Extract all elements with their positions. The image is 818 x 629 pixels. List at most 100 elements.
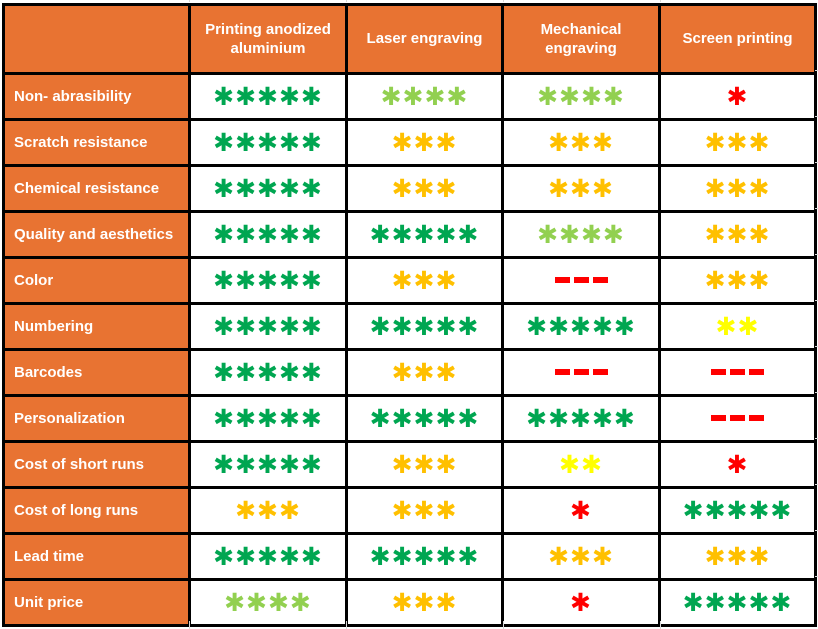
rating-cell: ✱✱✱✱✱: [345, 302, 504, 351]
star-rating-icon: ✱✱✱✱✱: [213, 173, 323, 203]
rating-cell: ✱✱✱: [345, 348, 504, 397]
star-rating-icon: ✱✱✱✱✱: [213, 311, 323, 341]
rating-cell: ✱✱✱: [345, 118, 504, 167]
rating-cell: ✱✱✱✱: [501, 210, 661, 259]
star-rating-icon: ✱✱✱✱✱: [213, 449, 323, 479]
star-rating-icon: ✱✱✱: [391, 449, 458, 479]
star-rating-icon: ✱✱✱: [391, 173, 458, 203]
gridline-stub: [503, 621, 504, 629]
star-rating-icon: ✱✱✱✱✱: [213, 403, 323, 433]
rating-cell: ✱✱✱✱✱: [501, 302, 661, 351]
star-rating-icon: ✱✱✱✱✱: [682, 495, 793, 525]
star-rating-icon: ✱✱✱✱✱: [213, 541, 323, 571]
star-rating-icon: ✱✱✱: [704, 265, 771, 295]
rating-cell: ✱✱✱: [345, 164, 504, 213]
table-row: Barcodes ✱✱✱✱✱ ✱✱✱: [2, 348, 817, 397]
gridline-stub: [815, 208, 818, 209]
star-rating-icon: ✱✱✱✱✱: [526, 403, 636, 433]
rating-cell: ✱✱✱✱✱: [188, 302, 348, 351]
table-header-row: Printing anodized aluminium Laser engravi…: [2, 3, 817, 75]
gridline-stub: [503, 0, 504, 2]
column-header-laser-engraving: Laser engraving: [345, 3, 504, 75]
rating-cell: ✱✱✱✱✱: [345, 394, 504, 443]
column-header-printing-anodized-aluminium: Printing anodized aluminium: [188, 3, 348, 75]
rating-cell: ✱✱✱: [345, 486, 504, 535]
table-row: Chemical resistance ✱✱✱✱✱ ✱✱✱ ✱✱✱ ✱✱✱: [2, 164, 817, 213]
rating-cell: ✱✱✱✱✱: [345, 532, 504, 581]
star-rating-icon: ✱✱✱✱✱: [213, 219, 323, 249]
rating-cell: ✱✱✱✱: [188, 578, 348, 627]
gridline-stub: [815, 392, 818, 393]
star-rating-icon: ✱✱✱: [391, 495, 458, 525]
dash-icon: [592, 369, 608, 376]
star-rating-icon: ✱✱✱: [391, 357, 458, 387]
table-body: Non- abrasibility ✱✱✱✱✱ ✱✱✱✱ ✱✱✱✱ ✱ Scratch r…: [2, 72, 817, 627]
star-rating-icon: ✱: [726, 81, 749, 111]
gridline-stub: [346, 621, 347, 629]
not-available-dashes-icon: [553, 272, 610, 289]
row-label: Personalization: [2, 394, 191, 443]
rating-cell: ✱✱✱✱✱: [188, 256, 348, 305]
column-header-mechanical-engraving: Mechanical engraving: [501, 3, 661, 75]
table-row: Cost of long runs ✱✱✱ ✱✱✱ ✱ ✱✱✱✱✱: [2, 486, 817, 535]
row-label: Barcodes: [2, 348, 191, 397]
rating-cell: ✱✱✱: [658, 256, 817, 305]
rating-cell: ✱: [658, 72, 817, 121]
gridline-stub: [815, 576, 818, 577]
column-header-screen-printing: Screen printing: [658, 3, 817, 75]
star-rating-icon: ✱✱✱: [704, 173, 771, 203]
table-row: Scratch resistance ✱✱✱✱✱ ✱✱✱ ✱✱✱ ✱✱✱: [2, 118, 817, 167]
dash-icon: [749, 415, 764, 422]
star-rating-icon: ✱✱✱✱✱: [682, 587, 793, 617]
rating-cell: ✱✱✱✱✱: [188, 394, 348, 443]
star-rating-icon: ✱✱✱: [391, 587, 458, 617]
dash-icon: [730, 369, 745, 376]
rating-cell: ✱✱✱✱✱: [188, 532, 348, 581]
rating-cell: ✱✱✱✱✱: [188, 210, 348, 259]
star-rating-icon: ✱✱✱✱✱: [369, 311, 480, 341]
star-rating-icon: ✱✱✱✱✱: [369, 219, 480, 249]
row-label: Lead time: [2, 532, 191, 581]
row-label: Cost of long runs: [2, 486, 191, 535]
star-rating-icon: ✱✱✱: [548, 127, 614, 157]
comparison-table: Printing anodized aluminium Laser engravi…: [2, 3, 817, 627]
row-label: Numbering: [2, 302, 191, 351]
rating-cell: ✱✱✱✱✱: [345, 210, 504, 259]
gridline-stub: [189, 621, 190, 629]
row-label: Color: [2, 256, 191, 305]
rating-cell: [658, 348, 817, 397]
star-rating-icon: ✱✱✱: [391, 127, 458, 157]
rating-cell: ✱✱✱✱✱: [658, 486, 817, 535]
gridline-stub: [815, 484, 818, 485]
table-row: Color ✱✱✱✱✱ ✱✱✱ ✱✱✱: [2, 256, 817, 305]
gridline-stub: [346, 0, 347, 2]
rating-cell: ✱✱✱: [658, 210, 817, 259]
gridline-stub: [815, 346, 818, 347]
rating-cell: ✱✱✱✱✱: [188, 348, 348, 397]
star-rating-icon: ✱✱✱✱: [537, 219, 625, 249]
dash-icon: [573, 369, 589, 376]
rating-cell: ✱✱: [501, 440, 661, 489]
table-row: Personalization ✱✱✱✱✱ ✱✱✱✱✱ ✱✱✱✱✱: [2, 394, 817, 443]
not-available-dashes-icon: [709, 364, 766, 381]
rating-cell: ✱✱✱: [658, 118, 817, 167]
dash-icon: [730, 415, 745, 422]
row-label: Quality and aesthetics: [2, 210, 191, 259]
star-rating-icon: ✱✱✱✱✱: [526, 311, 636, 341]
dash-icon: [711, 369, 726, 376]
rating-cell: ✱✱✱: [658, 532, 817, 581]
star-rating-icon: ✱✱✱✱: [380, 81, 469, 111]
dash-icon: [554, 369, 570, 376]
rating-cell: ✱✱✱✱✱: [188, 72, 348, 121]
gridline-stub: [660, 0, 661, 2]
table-row: Cost of short runs ✱✱✱✱✱ ✱✱✱ ✱✱ ✱: [2, 440, 817, 489]
star-rating-icon: ✱✱✱✱✱: [213, 127, 323, 157]
rating-cell: ✱✱✱✱✱: [658, 578, 817, 627]
star-rating-icon: ✱✱✱✱✱: [213, 357, 323, 387]
gridline-stub: [189, 0, 190, 2]
dash-icon: [592, 277, 608, 284]
row-label: Unit price: [2, 578, 191, 627]
table-row: Numbering ✱✱✱✱✱ ✱✱✱✱✱ ✱✱✱✱✱ ✱✱: [2, 302, 817, 351]
rating-cell: ✱✱✱: [188, 486, 348, 535]
not-available-dashes-icon: [553, 364, 610, 381]
